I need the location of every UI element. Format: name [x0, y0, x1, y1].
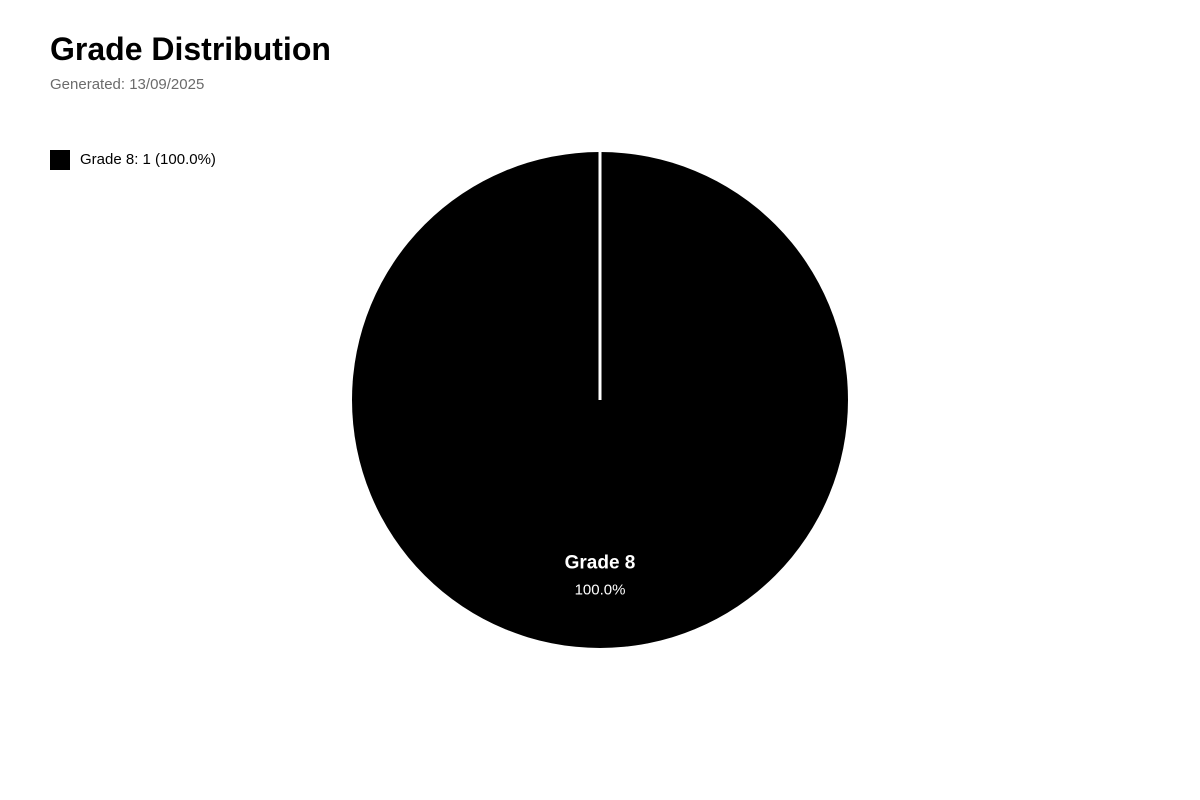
legend-label: Grade 8: 1 (100.0%): [80, 151, 216, 168]
slice-percent-label: 100.0%: [575, 582, 626, 599]
chart-title: Grade Distribution: [50, 31, 331, 67]
legend-swatch: [50, 150, 70, 170]
legend-item: Grade 8: 1 (100.0%): [50, 150, 216, 170]
chart-legend: Grade 8: 1 (100.0%): [50, 150, 216, 178]
generated-date: Generated: 13/09/2025: [50, 76, 205, 93]
slice-label: Grade 8: [565, 553, 636, 574]
